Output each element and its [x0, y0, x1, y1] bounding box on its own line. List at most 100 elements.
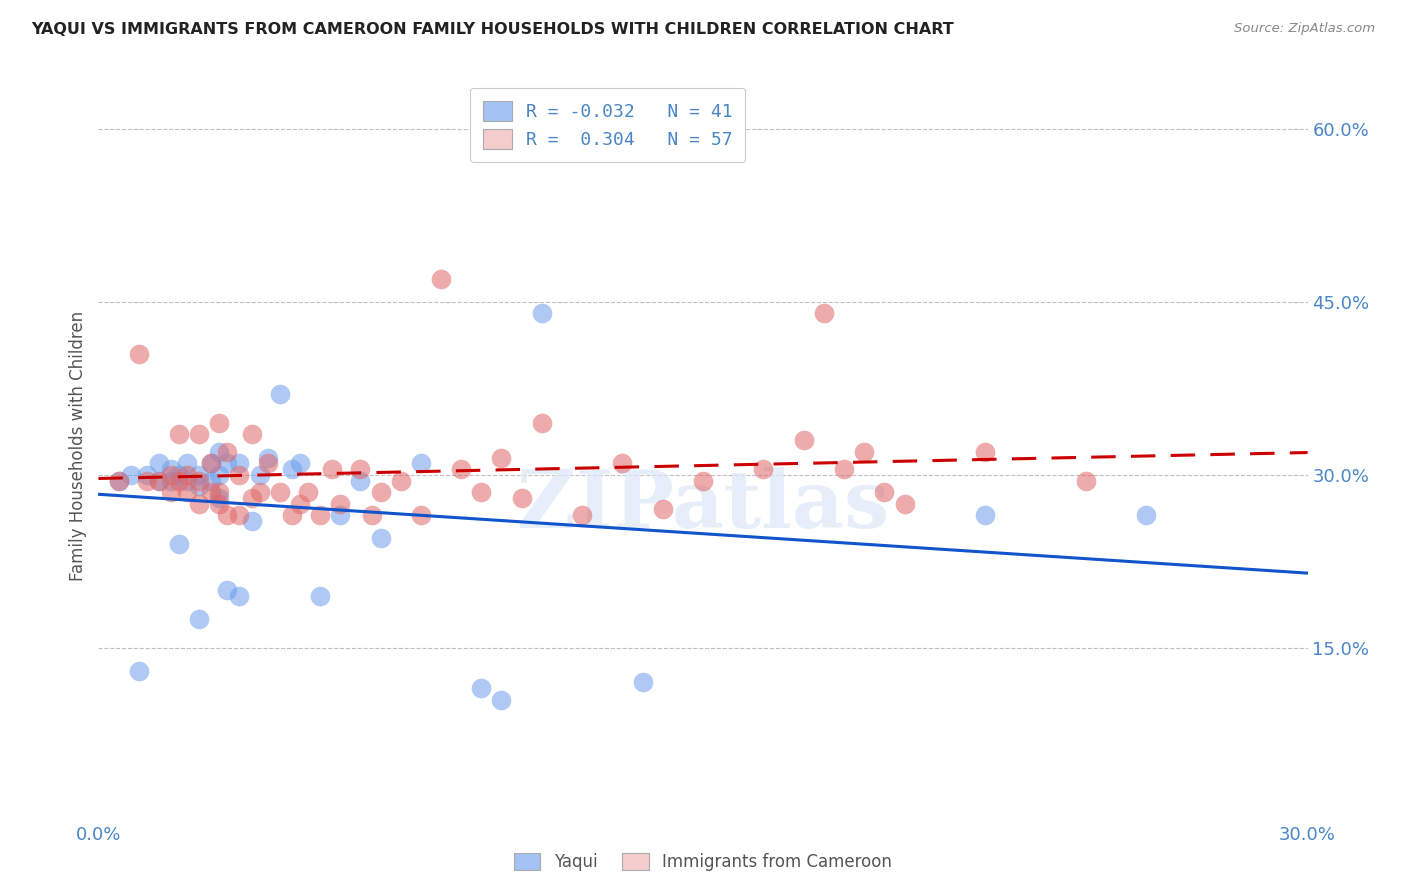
Point [530, 306, 553, 320]
Point [208, 444, 231, 458]
Point [752, 462, 775, 476]
Point [309, 589, 332, 603]
Point [167, 427, 190, 442]
Point [288, 456, 311, 470]
Point [208, 467, 231, 482]
Point [269, 387, 291, 401]
Point [107, 474, 129, 488]
Point [370, 531, 392, 545]
Point [208, 416, 231, 430]
Point [135, 474, 157, 488]
Point [200, 456, 222, 470]
Point [571, 508, 593, 523]
Point [450, 462, 472, 476]
Point [281, 462, 304, 476]
Legend: Yaqui, Immigrants from Cameroon: Yaqui, Immigrants from Cameroon [505, 845, 901, 880]
Point [832, 462, 855, 476]
Point [208, 491, 231, 505]
Point [160, 474, 183, 488]
Point [409, 456, 432, 470]
Point [228, 456, 250, 470]
Point [256, 456, 278, 470]
Point [361, 508, 384, 523]
Point [176, 474, 198, 488]
Point [240, 427, 263, 442]
Point [813, 306, 835, 320]
Point [228, 508, 250, 523]
Point [148, 474, 170, 488]
Point [188, 479, 211, 493]
Point [530, 416, 553, 430]
Point [160, 467, 183, 482]
Point [135, 467, 157, 482]
Point [256, 450, 278, 465]
Point [491, 450, 513, 465]
Point [188, 467, 211, 482]
Point [217, 444, 239, 458]
Point [240, 491, 263, 505]
Point [974, 444, 997, 458]
Point [349, 462, 371, 476]
Point [893, 497, 915, 511]
Point [470, 681, 492, 695]
Y-axis label: Family Households with Children: Family Households with Children [69, 311, 87, 581]
Point [692, 474, 714, 488]
Point [176, 467, 198, 482]
Point [107, 474, 129, 488]
Point [217, 508, 239, 523]
Point [128, 347, 150, 361]
Point [288, 497, 311, 511]
Point [167, 474, 190, 488]
Point [321, 462, 343, 476]
Point [1074, 474, 1097, 488]
Point [200, 456, 222, 470]
Point [167, 467, 190, 482]
Point [200, 485, 222, 500]
Point [491, 692, 513, 706]
Point [309, 508, 332, 523]
Point [430, 272, 453, 286]
Point [167, 537, 190, 551]
Point [329, 508, 352, 523]
Point [631, 675, 654, 690]
Point [217, 583, 239, 598]
Point [176, 485, 198, 500]
Point [349, 474, 371, 488]
Point [389, 474, 412, 488]
Point [208, 497, 231, 511]
Point [128, 664, 150, 678]
Point [176, 456, 198, 470]
Point [329, 497, 352, 511]
Point [1135, 508, 1157, 523]
Point [249, 467, 271, 482]
Point [297, 485, 319, 500]
Point [269, 485, 291, 500]
Point [188, 612, 211, 626]
Point [148, 456, 170, 470]
Point [160, 485, 183, 500]
Point [160, 462, 183, 476]
Point [188, 474, 211, 488]
Point [200, 474, 222, 488]
Point [974, 508, 997, 523]
Point [188, 497, 211, 511]
Point [793, 434, 815, 448]
Point [120, 467, 142, 482]
Point [853, 444, 876, 458]
Text: Source: ZipAtlas.com: Source: ZipAtlas.com [1234, 22, 1375, 36]
Point [470, 485, 492, 500]
Text: YAQUI VS IMMIGRANTS FROM CAMEROON FAMILY HOUSEHOLDS WITH CHILDREN CORRELATION CH: YAQUI VS IMMIGRANTS FROM CAMEROON FAMILY… [31, 22, 953, 37]
Point [228, 589, 250, 603]
Point [208, 485, 231, 500]
Point [148, 474, 170, 488]
Point [409, 508, 432, 523]
Point [249, 485, 271, 500]
Point [873, 485, 896, 500]
Point [370, 485, 392, 500]
Point [240, 514, 263, 528]
Point [651, 502, 673, 516]
Point [510, 491, 533, 505]
Point [217, 456, 239, 470]
Point [188, 427, 211, 442]
Point [612, 456, 634, 470]
